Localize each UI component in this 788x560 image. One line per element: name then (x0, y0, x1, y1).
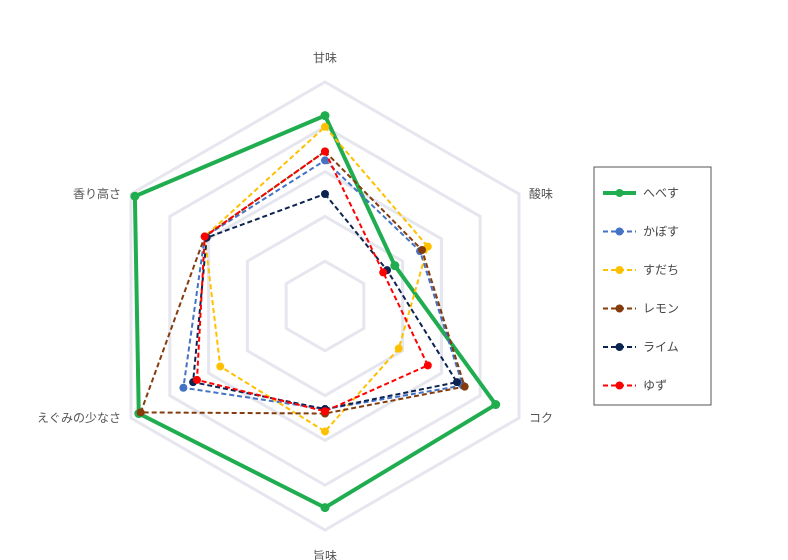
data-point-3-4 (321, 427, 329, 436)
legend-label-5: ライム (643, 340, 679, 354)
grid-ring-4 (168, 125, 482, 487)
data-point-2-1 (321, 156, 329, 165)
data-point-3-1 (321, 122, 329, 131)
data-point-1-1 (320, 111, 330, 121)
data-point-6-3 (423, 361, 432, 370)
series-line-6 (195, 150, 429, 413)
series-4 (136, 147, 469, 418)
legend-label-4: レモン (643, 302, 679, 316)
grid-ring-2 (245, 214, 405, 398)
axis-label-4: 旨味 (313, 549, 337, 560)
series-group (130, 111, 501, 513)
series-line-3 (203, 125, 429, 433)
legend-marker-2 (615, 227, 624, 236)
series-line-4 (139, 150, 466, 415)
data-point-1-4 (320, 503, 330, 513)
data-point-3-2 (423, 242, 432, 251)
legend-marker-4 (615, 304, 624, 313)
data-point-3-3 (394, 344, 403, 353)
data-point-5-3 (452, 378, 461, 387)
data-point-6-1 (321, 147, 329, 156)
series-1 (130, 111, 501, 513)
axis-label-1: 甘味 (313, 51, 337, 65)
grid-ring-1 (284, 259, 366, 353)
axis-label-5: えぐみの少なさ (37, 411, 121, 425)
data-point-4-5 (136, 408, 145, 417)
data-point-3-5 (216, 362, 225, 371)
data-point-4-2 (417, 246, 426, 254)
legend-marker-5 (615, 343, 624, 351)
data-point-6-2 (379, 268, 388, 277)
data-point-6-4 (321, 407, 329, 416)
data-point-2-5 (179, 383, 188, 392)
legend-label-6: ゆず (643, 379, 667, 393)
data-point-6-5 (192, 375, 201, 384)
legend-marker-3 (615, 266, 624, 274)
data-point-1-6 (130, 191, 140, 201)
data-point-1-3 (491, 400, 501, 410)
axis-label-6: 香り高さ (73, 186, 121, 201)
legend-label-3: すだち (643, 263, 679, 277)
series-6 (192, 147, 432, 416)
data-point-4-3 (460, 382, 469, 391)
axis-label-3: コク (529, 411, 553, 425)
data-point-1-2 (390, 261, 400, 271)
legend-box (593, 166, 712, 406)
legend-marker-6 (615, 381, 624, 390)
axis-label-2: 酸味 (529, 186, 553, 201)
legend-label-1: へべす (643, 186, 679, 200)
legend-label-2: かぼす (643, 225, 679, 239)
series-line-2 (182, 159, 464, 411)
legend-marker-1 (615, 189, 624, 197)
data-point-6-6 (200, 232, 209, 241)
data-point-5-1 (321, 190, 329, 198)
